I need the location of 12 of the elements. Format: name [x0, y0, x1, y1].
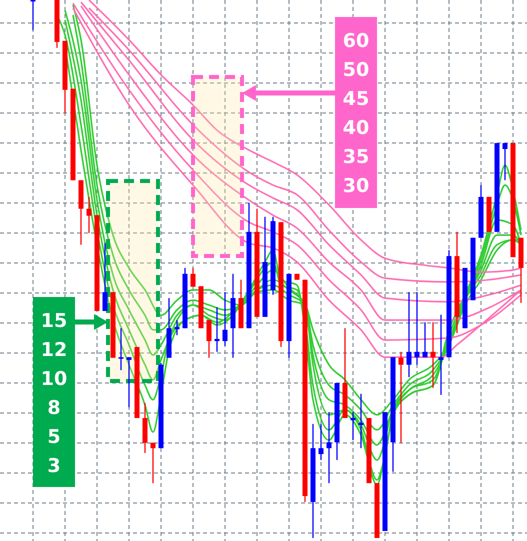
- annotation: 40: [342, 117, 370, 139]
- annotation: 50: [342, 59, 370, 81]
- annotation: 15: [40, 310, 68, 332]
- annotation: 45: [342, 88, 370, 110]
- annotation: 30: [342, 175, 370, 197]
- annotation: 8: [47, 397, 61, 419]
- annotation: 10: [40, 368, 68, 390]
- annotation: 12: [40, 339, 68, 361]
- annotation: 60: [342, 30, 370, 52]
- annotation: 5: [47, 426, 61, 448]
- annotation: 35: [342, 146, 370, 168]
- annotation: 3: [47, 455, 61, 477]
